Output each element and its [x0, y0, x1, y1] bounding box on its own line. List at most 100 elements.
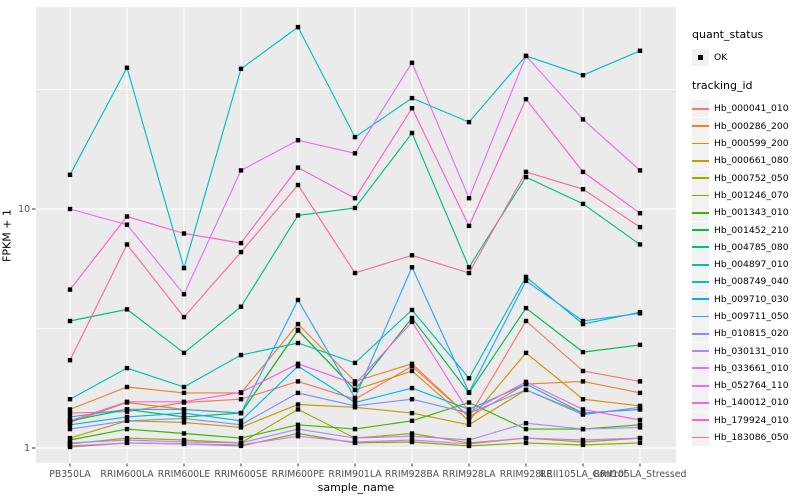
legend-key-swatch [692, 377, 709, 395]
data-point [295, 390, 301, 396]
x-tick-label: RRII105LA_Stressed [594, 469, 687, 480]
data-point [352, 134, 358, 140]
data-point [181, 399, 187, 404]
data-point [295, 407, 301, 412]
data-point [295, 297, 301, 303]
data-point [352, 435, 358, 441]
legend-key-swatch [692, 238, 709, 256]
data-point [409, 106, 415, 111]
data-point [580, 201, 586, 207]
legend-item-label: Hb_001452_210 [714, 224, 789, 236]
data-point [409, 361, 415, 366]
legend-item: Hb_030131_010 [692, 342, 798, 360]
legend-key-line-icon [692, 298, 709, 301]
x-tick-label: RRIM901LA [328, 469, 382, 480]
x-tick-label: RRIM928LE [500, 469, 553, 480]
data-point [409, 265, 415, 270]
data-point [637, 242, 643, 247]
legend-key-line-icon [692, 402, 709, 404]
data-point [352, 270, 358, 276]
data-point [238, 435, 244, 441]
data-point [295, 24, 301, 30]
x-tick-label: RRIM928LA [442, 469, 496, 480]
legend-key-swatch [692, 204, 709, 222]
data-point [523, 53, 529, 59]
legend-key-swatch [692, 221, 709, 239]
data-point [67, 437, 73, 443]
legend-item: Hb_000661_080 [692, 152, 798, 170]
data-point [409, 418, 415, 423]
legend-item-label: Hb_004785_080 [714, 241, 789, 253]
data-point [67, 172, 73, 177]
data-point [523, 440, 529, 446]
legend-item: Hb_000599_200 [692, 135, 798, 153]
legend-key-line-icon [692, 229, 709, 231]
legend-item: Hb_009710_030 [692, 290, 798, 308]
legend-item-label: Hb_009711_050 [714, 311, 789, 322]
data-point [637, 311, 643, 316]
data-point [181, 292, 187, 297]
data-point [409, 385, 415, 391]
legend-item-label: Hb_052764_110 [714, 380, 789, 392]
data-point [580, 73, 586, 78]
data-point [637, 168, 643, 173]
data-point [295, 431, 301, 436]
data-point [466, 422, 472, 427]
data-point [523, 274, 529, 280]
legend-key-line-icon [692, 263, 709, 266]
data-point [523, 174, 529, 180]
data-point [295, 340, 301, 346]
data-point [181, 350, 187, 356]
ok-point-icon [698, 55, 703, 60]
legend-item: Hb_000041_010 [692, 100, 798, 118]
legend-item: Hb_052764_110 [692, 377, 798, 395]
data-point [466, 418, 472, 423]
data-point [409, 253, 415, 258]
legend-items: Hb_000041_010 Hb_000286_200 Hb_000599_200 H… [692, 100, 798, 447]
data-point [523, 97, 529, 102]
legend-key-line-icon [692, 159, 709, 162]
legend-key-swatch [692, 290, 709, 308]
data-point [181, 390, 187, 396]
data-point [124, 307, 130, 312]
data-point [352, 395, 358, 401]
legend-key-line-icon [692, 332, 709, 335]
data-point [466, 376, 472, 381]
data-point [295, 402, 301, 407]
data-point [352, 400, 358, 405]
legend-key-line-icon [692, 384, 709, 387]
data-point [409, 315, 415, 321]
x-axis-title: sample_name [317, 481, 395, 494]
data-point [580, 412, 586, 417]
data-point [580, 349, 586, 355]
data-point [466, 119, 472, 125]
x-tick-label: RRIM928BA [385, 469, 440, 480]
data-point [124, 418, 130, 423]
legend-item: Hb_001452_210 [692, 221, 798, 239]
data-point [523, 387, 529, 393]
data-point [466, 270, 472, 276]
legend-key-swatch [692, 152, 709, 170]
legend-item-label: Hb_004897_010 [714, 259, 789, 271]
data-point [637, 390, 643, 396]
data-point [409, 60, 415, 65]
data-point [67, 418, 73, 423]
x-tick-label: RRIM600LE [158, 469, 211, 480]
data-point [238, 390, 244, 395]
legend-key-swatch [692, 342, 709, 360]
data-point [580, 321, 586, 327]
data-point [124, 399, 130, 404]
y-tick-label: 1 [24, 443, 30, 454]
data-point [67, 426, 73, 432]
data-point [637, 379, 643, 384]
data-point [181, 441, 187, 447]
data-point [124, 440, 130, 446]
data-point [637, 405, 643, 410]
data-point [523, 426, 529, 432]
legend-key-swatch [692, 135, 709, 153]
x-tick-label: PB350LA [49, 469, 91, 480]
legend-item-label: OK [714, 52, 728, 64]
legend-key-line-icon [692, 367, 709, 370]
data-point [637, 224, 643, 230]
data-point [523, 379, 529, 385]
